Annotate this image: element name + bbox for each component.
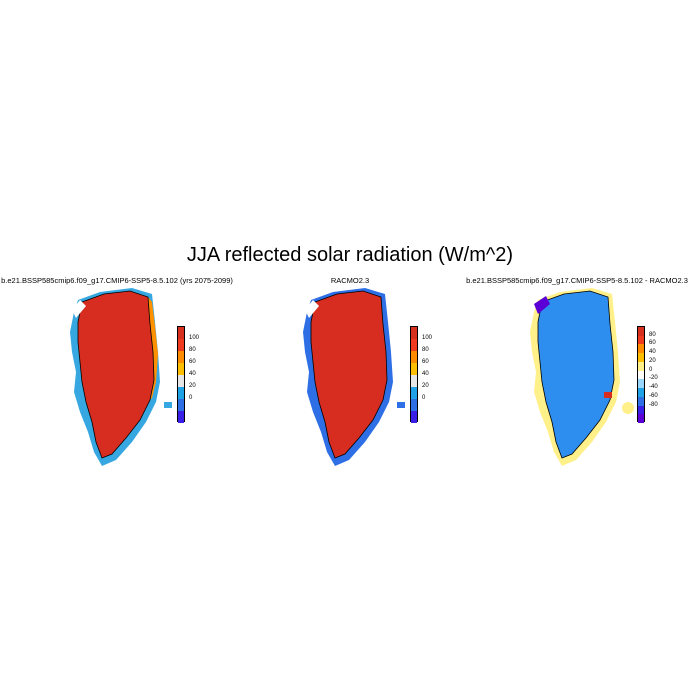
island (397, 402, 405, 408)
colorbar-swatch (638, 405, 644, 415)
colorbar-tick-label: 40 (189, 371, 196, 377)
colorbar-box (637, 326, 645, 423)
colorbar-swatch (178, 375, 184, 387)
island (164, 402, 172, 408)
colorbar-tick-label: 80 (422, 347, 429, 353)
colorbar-swatch (638, 327, 644, 336)
coastline (310, 290, 388, 459)
colorbar-tick-label: 100 (189, 335, 200, 341)
colorbar-swatch (411, 327, 417, 339)
greenland-map-difference (530, 288, 634, 466)
colorbar-swatch (638, 335, 644, 345)
panel-title-observation: RACMO2.3 (330, 276, 370, 285)
colorbar-swatch (411, 411, 417, 423)
colorbar-swatch (638, 388, 644, 397)
colorbar-swatch (638, 361, 644, 371)
greenland-map-observation (303, 288, 405, 466)
colorbar-swatch (178, 327, 184, 339)
colorbar-box (177, 326, 185, 423)
panel-observation: RACMO2.3 100 80 60 40 20 0 (225, 276, 475, 476)
colorbar-swatch (411, 375, 417, 387)
colorbar-tick-label: 100 (422, 335, 433, 341)
colorbar-tick-label: -80 (649, 401, 658, 408)
ice-sheet (311, 291, 387, 458)
colorbar-tick-label: 60 (189, 359, 196, 365)
colorbar-swatch (411, 387, 417, 399)
colorbar-swatch (638, 396, 644, 406)
colorbar-tick-label: -40 (649, 384, 658, 391)
positive-patch (604, 392, 612, 398)
island (622, 402, 634, 414)
colorbar-swatch (178, 351, 184, 363)
colorbar-swatch (638, 353, 644, 362)
colorbar-tick-label: 60 (649, 340, 656, 347)
colorbar-tick-label: 0 (649, 366, 653, 373)
colorbar-tick-label: 20 (649, 357, 656, 364)
colorbar-tick-label: 0 (189, 395, 193, 401)
colorbar-tick-label: 20 (422, 383, 429, 389)
colorbar-tick-label: 0 (422, 395, 426, 401)
colorbar-swatch (638, 414, 644, 423)
colorbar-swatch (411, 363, 417, 375)
white-cutout (305, 300, 319, 318)
colorbar-tick-label: -20 (649, 375, 658, 382)
panel-model: b.e21.BSSP585cmip6.f09_g17.CMIP6-SSP5-8.… (0, 276, 242, 476)
colorbar-swatch (638, 370, 644, 380)
greenland-map-model (70, 288, 172, 466)
colorbar-swatch (178, 387, 184, 399)
colorbar-swatch (178, 411, 184, 423)
panel-title-difference: b.e21.BSSP585cmip6.f09_g17.CMIP6-SSP5-8.… (466, 276, 688, 285)
white-cutout (72, 300, 86, 318)
colorbar-tick-label: 40 (422, 371, 429, 377)
colorbar-tick-label: 80 (189, 347, 196, 353)
colorbar-swatch (178, 363, 184, 375)
colorbar-tick-label: 80 (649, 331, 656, 338)
colorbar-box (410, 326, 418, 423)
coastline (77, 290, 155, 459)
figure-title: JJA reflected solar radiation (W/m^2) (186, 244, 514, 266)
colorbar-swatch (411, 351, 417, 363)
panel-difference: b.e21.BSSP585cmip6.f09_g17.CMIP6-SSP5-8.… (452, 276, 700, 476)
colorbar-tick-label: 40 (649, 349, 656, 356)
colorbar-tick-label: -60 (649, 392, 658, 399)
panel-title-model: b.e21.BSSP585cmip6.f09_g17.CMIP6-SSP5-8.… (1, 276, 233, 285)
negative-patch (534, 296, 550, 314)
coastline (537, 290, 615, 459)
ice-sheet (78, 291, 154, 458)
colorbar-tick-label: 60 (422, 359, 429, 365)
colorbar-swatch (638, 344, 644, 354)
colorbar-swatch (178, 339, 184, 351)
ice-sheet (538, 291, 614, 458)
colorbar-swatch (638, 379, 644, 389)
colorbar-swatch (411, 399, 417, 411)
colorbar-swatch (411, 339, 417, 351)
colorbar-tick-label: 20 (189, 383, 196, 389)
colorbar-swatch (178, 399, 184, 411)
